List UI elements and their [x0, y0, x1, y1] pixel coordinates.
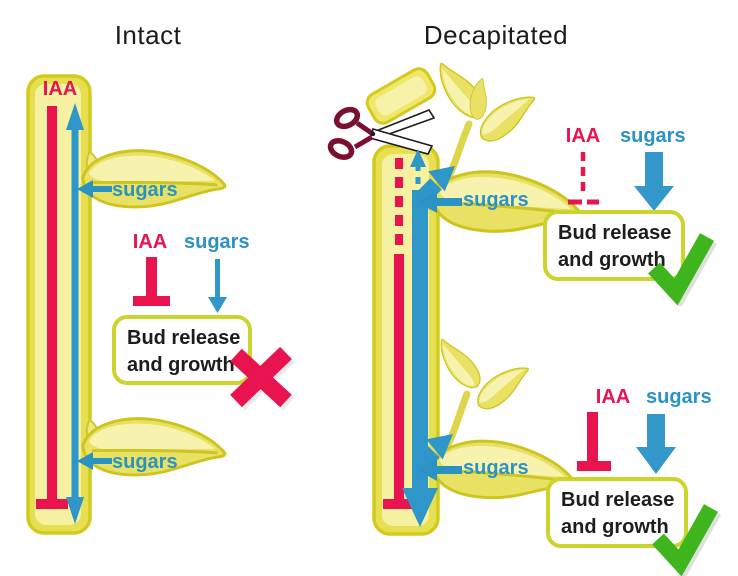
decapitated-upper-sugars-arrow: [417, 191, 462, 213]
bud-release-box-intact: Bud release and growth: [112, 315, 252, 385]
intact-signal-sugars-arrow: [208, 259, 227, 313]
arrow-down-icon: [402, 488, 438, 527]
intact-stem: [26, 74, 92, 535]
decapitated-signal2-sugars-arrow: [636, 414, 676, 474]
arrow-left-icon: [417, 459, 437, 481]
bud-box-line2: and growth: [561, 516, 669, 538]
check-icon: [652, 504, 721, 576]
arrow-up-right-icon: [428, 166, 455, 192]
bud-box-line1: Bud release: [561, 489, 675, 511]
intact-signal-iaa-label: IAA: [132, 231, 168, 253]
intact-lower-sugars-arrow: [77, 452, 112, 470]
arrow-down-icon: [66, 497, 84, 524]
intact-stem-iaa-label: IAA: [42, 78, 78, 100]
arrow-left-icon: [77, 180, 93, 198]
bud-box-line1: Bud release: [558, 222, 672, 244]
decapitated-signal1-iaa-tbar: [568, 152, 599, 205]
inhibition-tbar-icon: [133, 296, 170, 306]
arrow-up-icon: [66, 103, 84, 130]
intact-signal-sugars-label: sugars: [184, 231, 250, 253]
intact-lower-leaf: [81, 417, 227, 477]
scissors-icon: [327, 106, 436, 160]
bud-box-line2: and growth: [558, 249, 666, 271]
decapitated-upper-leaf-sugars-label: sugars: [463, 189, 529, 211]
intact-iaa-flow-line: [36, 106, 68, 509]
panel-title-decapitated: Decapitated: [423, 20, 569, 50]
arrow-up-right-icon: [426, 434, 453, 460]
decapitated-signal2-iaa-label: IAA: [595, 386, 631, 408]
intact-upper-sugars-arrow: [77, 180, 112, 198]
decapitated-lower-sugars-arrow: [417, 459, 462, 481]
decapitated-signal1-sugars-label: sugars: [620, 125, 686, 147]
cross-icon: [230, 346, 295, 411]
decapitated-signal1-iaa-label: IAA: [565, 125, 601, 147]
arrow-up-icon: [410, 149, 426, 167]
bud-box-line2: and growth: [127, 354, 235, 376]
inhibition-tbar-icon: [577, 461, 611, 471]
bud-box-line1: Bud release: [127, 327, 241, 349]
intact-signal-iaa-tbar: [133, 257, 170, 306]
decapitated-sugars-flow-line: [402, 166, 455, 527]
decapitated-weak-apical-flow: [410, 149, 426, 197]
decapitated-iaa-flow-line: [383, 158, 415, 509]
inhibition-tbar-icon: [36, 499, 68, 509]
check-icon: [648, 233, 717, 306]
intact-sugars-flow-line: [66, 103, 84, 524]
bud-release-box-decapitated-upper: Bud release and growth: [543, 210, 685, 281]
intact-lower-leaf-sugars-label: sugars: [112, 451, 178, 473]
panel-title-intact: Intact: [114, 20, 182, 50]
decapitated-signal1-sugars-arrow: [634, 152, 674, 211]
arrow-down-icon: [208, 297, 227, 313]
intact-upper-leaf-sugars-label: sugars: [112, 179, 178, 201]
detached-shoot-tip: [365, 67, 437, 125]
decapitated-signal2-sugars-label: sugars: [646, 386, 712, 408]
inhibition-tbar-icon: [383, 499, 415, 509]
arrow-left-icon: [77, 452, 93, 470]
decapitated-signal2-iaa-tbar: [577, 412, 611, 471]
decapitated-lower-leaf-sugars-label: sugars: [463, 457, 529, 479]
intact-upper-leaf: [81, 149, 227, 209]
arrow-left-icon: [417, 191, 437, 213]
